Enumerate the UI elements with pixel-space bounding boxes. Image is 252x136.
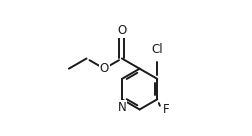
Text: N: N (117, 101, 126, 114)
Text: O: O (100, 62, 109, 75)
Text: Cl: Cl (151, 43, 163, 56)
Text: F: F (163, 103, 169, 116)
Text: O: O (117, 24, 127, 37)
